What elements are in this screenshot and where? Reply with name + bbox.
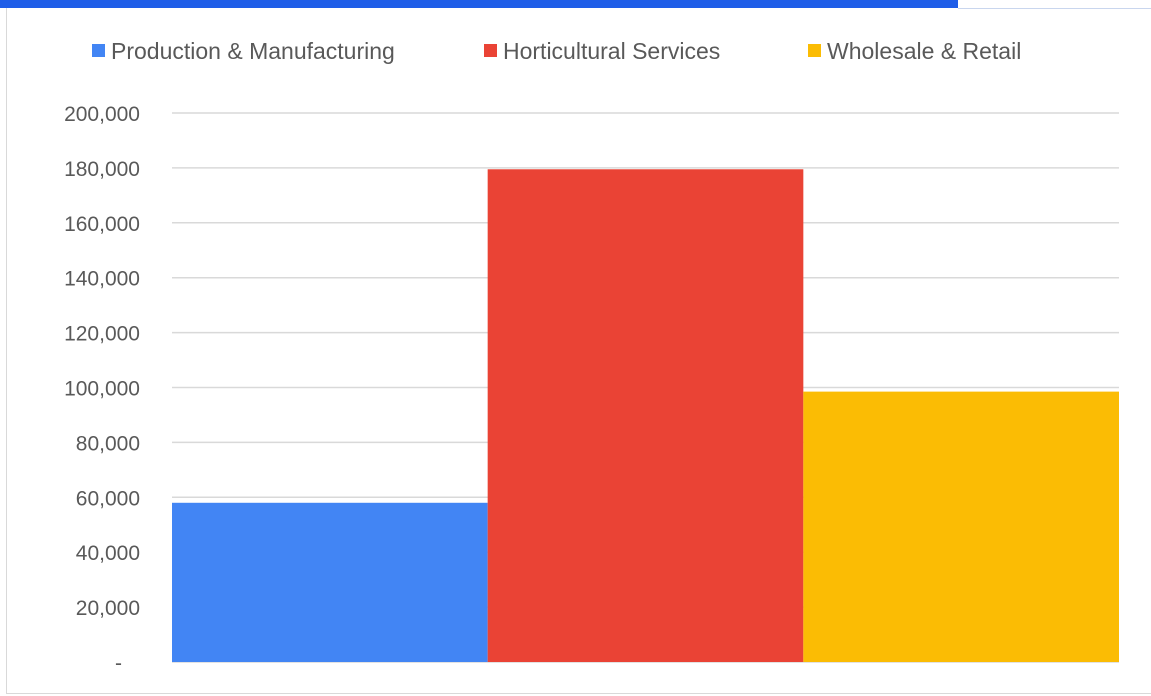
chart-frame <box>6 8 1151 694</box>
legend-label: Wholesale & Retail <box>827 38 1021 64</box>
y-tick-label: 80,000 <box>76 432 140 455</box>
bars <box>172 169 1119 662</box>
legend: Production & Manufacturing Horticultural … <box>92 38 1021 64</box>
top-caption-bar-end <box>958 0 1151 9</box>
y-axis-ticks: - 20,000 40,000 60,000 80,000 100,000 120,000 1… <box>64 103 140 675</box>
y-tick-label: 40,000 <box>76 542 140 565</box>
legend-label: Horticultural Services <box>503 38 720 64</box>
y-tick-label: 120,000 <box>64 323 140 346</box>
bar-production-manufacturing <box>172 502 488 662</box>
top-caption-bar <box>0 0 958 8</box>
y-tick-label: 100,000 <box>64 378 140 401</box>
y-tick-label: 60,000 <box>76 487 140 510</box>
y-tick-label: 180,000 <box>64 158 140 181</box>
y-tick-label: 160,000 <box>64 213 140 236</box>
y-tick-label: - <box>115 652 122 675</box>
y-tick-label: 200,000 <box>64 103 140 126</box>
legend-swatch <box>484 44 497 57</box>
legend-swatch <box>808 44 821 57</box>
legend-label: Production & Manufacturing <box>111 38 395 64</box>
y-tick-label: 20,000 <box>76 597 140 620</box>
bar-horticultural-services <box>487 169 804 662</box>
bar-wholesale-retail <box>803 391 1119 662</box>
legend-swatch <box>92 44 105 57</box>
y-tick-label: 140,000 <box>64 268 140 291</box>
